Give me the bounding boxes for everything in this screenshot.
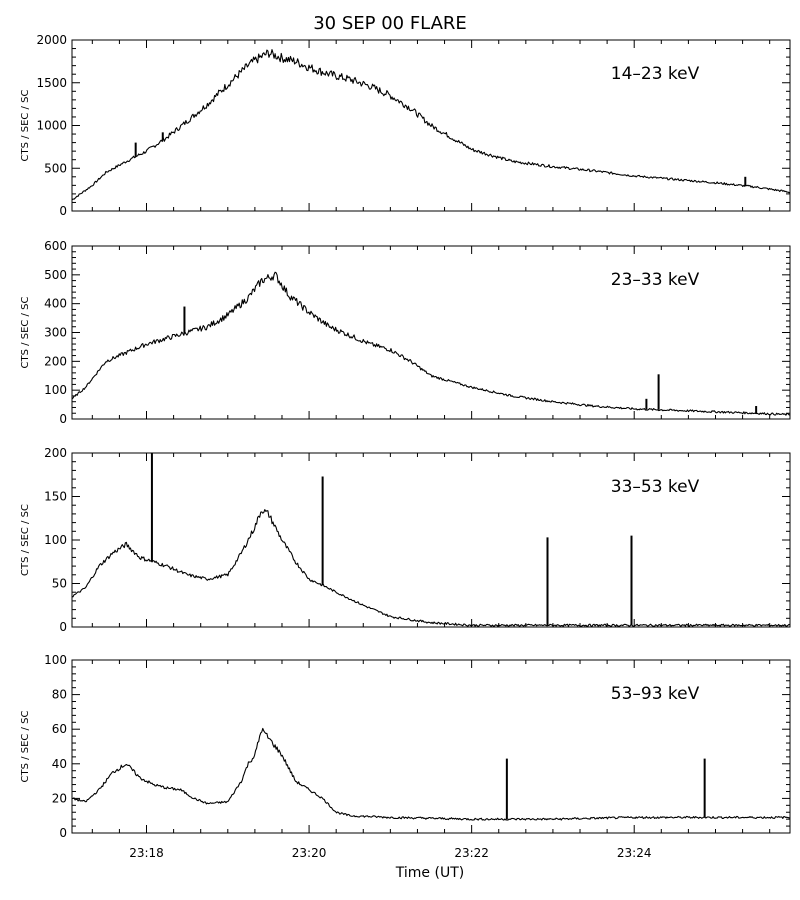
- y-tick-label: 100: [44, 383, 67, 397]
- y-tick-label: 300: [44, 326, 67, 340]
- y-tick-label: 80: [52, 688, 67, 702]
- x-tick-label: 23:18: [129, 846, 164, 860]
- energy-band-label: 14–23 keV: [611, 64, 700, 84]
- energy-band-label: 33–53 keV: [611, 477, 700, 497]
- y-tick-label: 500: [44, 268, 67, 282]
- y-axis-label: CTS / SEC / SC: [20, 711, 31, 783]
- energy-band-label: 23–33 keV: [611, 270, 700, 290]
- y-tick-label: 0: [59, 204, 67, 218]
- y-tick-label: 100: [44, 533, 67, 547]
- x-tick-label: 23:22: [454, 846, 489, 860]
- y-axis-label: CTS / SEC / SC: [20, 504, 31, 576]
- x-axis-label: Time (UT): [395, 865, 464, 881]
- y-tick-label: 60: [52, 722, 67, 736]
- y-tick-label: 200: [44, 446, 67, 460]
- y-tick-label: 20: [52, 791, 67, 805]
- y-tick-label: 2000: [36, 33, 67, 47]
- y-tick-label: 600: [44, 239, 67, 253]
- y-tick-label: 500: [44, 161, 67, 175]
- x-tick-label: 23:24: [617, 846, 652, 860]
- panel-1: 0 500 1000 1500 2000 CTS / SEC / SC 14–23 keV: [20, 33, 791, 218]
- panel-4: 0 20 40 60 80 100 CTS / SEC / SC 53–93 keV 23:18…: [20, 653, 791, 860]
- y-tick-label: 100: [44, 653, 67, 667]
- y-tick-label: 150: [44, 490, 67, 504]
- y-tick-label: 1500: [36, 76, 67, 90]
- y-tick-label: 400: [44, 297, 67, 311]
- y-tick-label: 0: [59, 620, 67, 634]
- y-axis-label: CTS / SEC / SC: [20, 90, 31, 162]
- energy-band-label: 53–93 keV: [611, 684, 700, 704]
- y-tick-label: 1000: [36, 119, 67, 133]
- series-line: [71, 271, 791, 416]
- x-tick-label: 23:20: [292, 846, 327, 860]
- y-tick-label: 200: [44, 354, 67, 368]
- panel-3: 0 50 100 150 200 CTS / SEC / SC 33–53 keV: [20, 446, 791, 634]
- y-axis-label: CTS / SEC / SC: [20, 297, 31, 369]
- panel-2: 0 100 200 300 400 500 600 CTS / SEC / SC 23–33 k…: [20, 239, 791, 426]
- y-tick-label: 40: [52, 757, 67, 771]
- series-line: [72, 727, 791, 821]
- series-line: [71, 49, 791, 201]
- y-tick-label: 0: [59, 412, 67, 426]
- y-tick-label: 50: [52, 577, 67, 591]
- panel-frame: [71, 659, 791, 834]
- y-tick-label: 0: [59, 826, 67, 840]
- chart-title: 30 SEP 00 FLARE: [313, 13, 467, 34]
- series-line: [71, 509, 791, 627]
